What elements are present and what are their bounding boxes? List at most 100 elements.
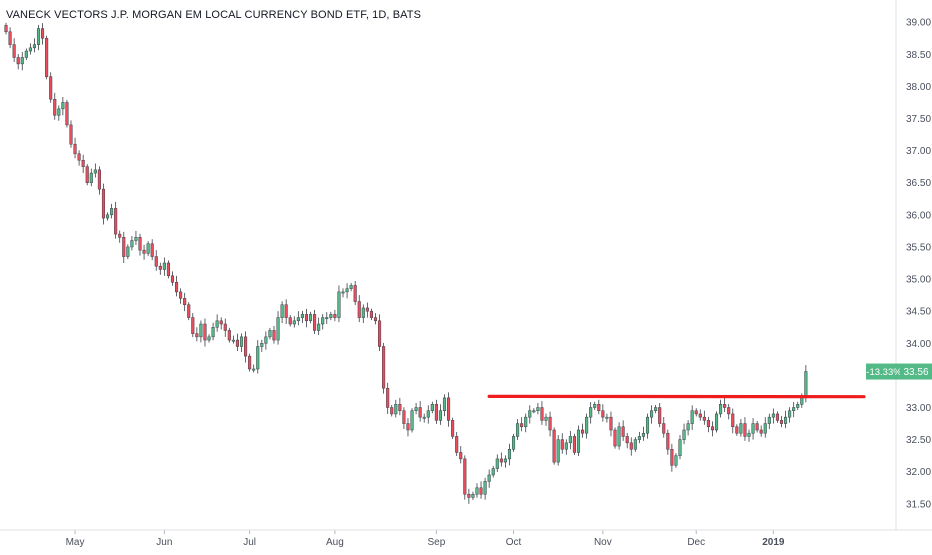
candle-up <box>654 408 657 411</box>
y-tick-label: 32.50 <box>906 435 931 446</box>
candle-up <box>163 263 166 269</box>
candle-down <box>459 452 462 458</box>
candle-up <box>443 398 446 411</box>
candle-up <box>683 430 686 440</box>
candle-down <box>118 234 121 237</box>
candle-down <box>143 250 146 253</box>
candle-up <box>618 427 621 446</box>
y-tick-label: 35.50 <box>906 242 931 253</box>
candle-down <box>455 436 458 452</box>
candle-down <box>13 45 16 58</box>
candle-down <box>70 125 73 144</box>
candle-up <box>330 314 333 317</box>
candle-up <box>772 414 775 417</box>
candle-up <box>472 494 475 497</box>
candle-down <box>447 398 450 420</box>
candle-down <box>78 154 81 160</box>
candle-up <box>593 404 596 407</box>
candle-down <box>98 170 101 189</box>
candle-down <box>626 436 629 442</box>
candle-up <box>569 436 572 442</box>
candle-down <box>179 292 182 298</box>
candle-down <box>66 102 69 124</box>
candle-down <box>553 430 556 462</box>
candle-up <box>147 244 150 254</box>
candle-up <box>508 449 511 459</box>
candle-down <box>175 282 178 292</box>
x-tick-label: Sep <box>427 537 445 548</box>
candle-down <box>74 144 77 154</box>
candle-down <box>581 430 584 433</box>
y-tick-label: 37.00 <box>906 146 931 157</box>
chart-title: VANECK VECTORS J.P. MORGAN EM LOCAL CURR… <box>6 9 421 21</box>
candle-up <box>281 305 284 318</box>
candle-down <box>374 318 377 321</box>
candle-up <box>110 208 113 214</box>
candle-up <box>252 369 255 370</box>
y-tick-label: 38.50 <box>906 50 931 61</box>
candle-down <box>731 414 734 427</box>
candle-up <box>516 424 519 437</box>
candle-up <box>33 45 36 48</box>
candle-up <box>524 417 527 427</box>
candle-down <box>366 308 369 311</box>
x-tick-label: 2019 <box>762 537 785 548</box>
candle-up <box>788 411 791 417</box>
candle-down <box>167 263 170 276</box>
candle-down <box>244 337 247 356</box>
candle-down <box>45 38 48 77</box>
candle-up <box>650 411 653 417</box>
candle-up <box>90 173 93 183</box>
candle-down <box>707 420 710 426</box>
candle-up <box>350 285 353 288</box>
candle-up <box>800 398 803 404</box>
x-tick-label: Nov <box>594 537 612 548</box>
candle-up <box>715 414 718 430</box>
candle-down <box>573 436 576 452</box>
candle-down <box>289 318 292 324</box>
candle-down <box>760 430 763 433</box>
candle-up <box>135 237 138 240</box>
candle-up <box>638 436 641 439</box>
candle-up <box>261 343 264 346</box>
candle-up <box>212 327 215 337</box>
candle-down <box>756 424 759 430</box>
candle-down <box>358 302 361 318</box>
x-tick-label: Dec <box>687 537 705 548</box>
candle-down <box>403 411 406 424</box>
candle-down <box>464 459 467 494</box>
y-tick-label: 36.50 <box>906 178 931 189</box>
candle-up <box>752 424 755 434</box>
candle-up <box>691 411 694 424</box>
candle-up <box>208 337 211 340</box>
candle-up <box>256 346 259 368</box>
candle-up <box>301 314 304 317</box>
candle-up <box>512 436 515 449</box>
candle-down <box>419 408 422 418</box>
candle-up <box>585 417 588 433</box>
candle-up <box>606 417 609 418</box>
candle-up <box>216 321 219 327</box>
candle-up <box>106 215 109 218</box>
candle-down <box>114 208 117 234</box>
candle-down <box>780 420 783 423</box>
candle-down <box>435 404 438 420</box>
candle-down <box>313 314 316 330</box>
candle-down <box>204 324 207 340</box>
candle-down <box>191 318 194 334</box>
candle-up <box>492 469 495 475</box>
candle-down <box>354 285 357 301</box>
candle-up <box>764 424 767 434</box>
x-tick-label: Jul <box>243 537 256 548</box>
candle-up <box>411 411 414 430</box>
candle-down <box>220 321 223 324</box>
candle-up <box>427 411 430 417</box>
candle-down <box>703 417 706 420</box>
candle-down <box>102 189 105 218</box>
candle-down <box>520 424 523 427</box>
x-tick-label: Aug <box>326 537 344 548</box>
candle-down <box>622 427 625 437</box>
candle-down <box>224 324 227 330</box>
